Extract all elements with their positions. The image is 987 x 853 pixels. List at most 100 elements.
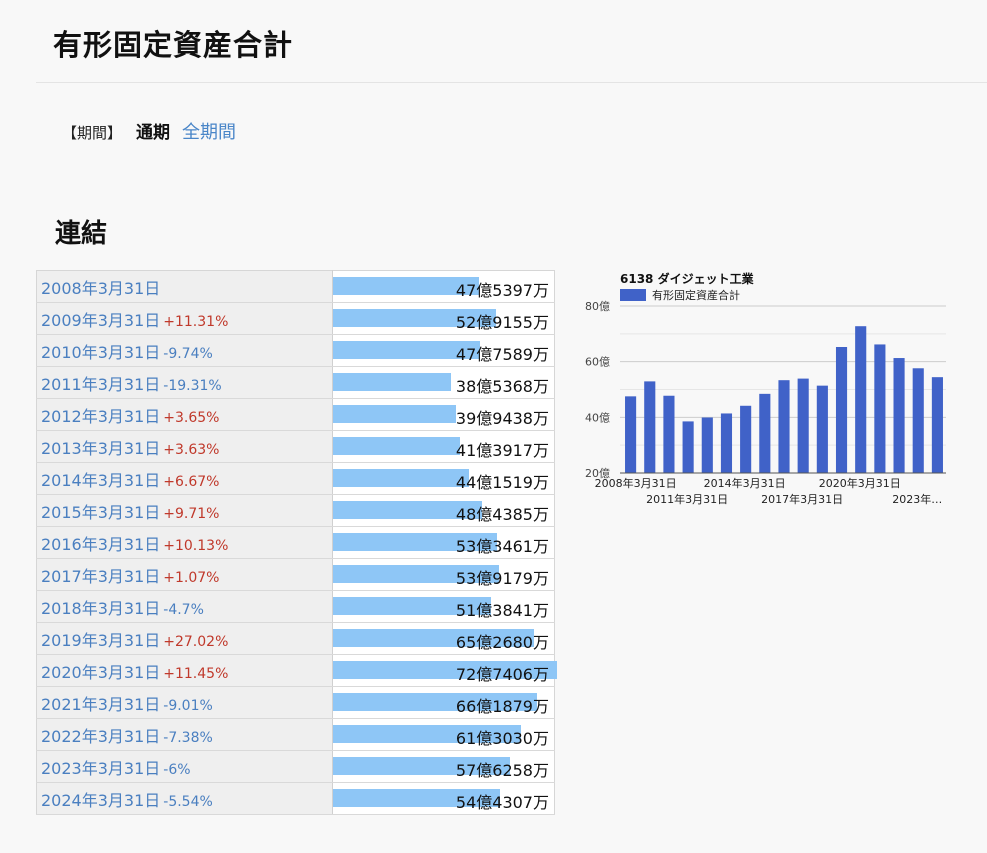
y-tick-label: 80億 <box>585 300 610 313</box>
date-cell: 2011年3月31日 -19.31% <box>36 366 333 399</box>
value-text: 39億9438万 <box>455 409 549 428</box>
date-link[interactable]: 2014年3月31日 <box>41 470 161 490</box>
table-row: 2022年3月31日 -7.38% 61億3030万 <box>36 718 555 751</box>
value-bar <box>332 309 496 327</box>
value-bar <box>332 533 497 551</box>
value-cell: 48億4385万 <box>332 494 555 527</box>
value-text: 38億5368万 <box>455 377 549 396</box>
value-bar <box>332 341 480 359</box>
value-cell: 66億1879万 <box>332 686 555 719</box>
chart-bar <box>912 368 924 473</box>
value-text: 47億5397万 <box>455 281 549 300</box>
change-percent: +10.13% <box>163 537 229 554</box>
chart-bar <box>816 385 828 473</box>
date-cell: 2022年3月31日 -7.38% <box>36 718 333 751</box>
value-text: 65億2680万 <box>455 633 549 652</box>
value-bar <box>332 373 452 391</box>
section-title: 連結 <box>55 219 108 249</box>
value-cell: 57億6258万 <box>332 750 555 783</box>
date-link[interactable]: 2015年3月31日 <box>41 502 161 522</box>
page-title: 有形固定資産合計 <box>53 28 294 62</box>
value-bar <box>332 757 511 775</box>
value-cell: 53億9179万 <box>332 558 555 591</box>
value-text: 51億3841万 <box>455 601 549 620</box>
table-row: 2008年3月31日 47億5397万 <box>36 270 555 303</box>
chart-bar <box>625 396 637 473</box>
table-row: 2016年3月31日 +10.13% 53億3461万 <box>36 526 555 559</box>
value-cell: 52億9155万 <box>332 302 555 335</box>
chart-bar <box>701 417 713 473</box>
date-cell: 2010年3月31日 -9.74% <box>36 334 333 367</box>
value-bar <box>332 597 491 615</box>
date-link[interactable]: 2020年3月31日 <box>41 662 161 682</box>
date-link[interactable]: 2023年3月31日 <box>41 758 161 778</box>
chart-bar <box>759 393 771 473</box>
x-tick-label: 2011年3月31日 <box>646 492 728 506</box>
change-percent: +3.65% <box>163 409 220 426</box>
date-link[interactable]: 2011年3月31日 <box>41 374 161 394</box>
value-text: 52億9155万 <box>455 313 549 332</box>
date-link[interactable]: 2010年3月31日 <box>41 342 161 362</box>
period-option-annual: 通期 <box>136 123 171 143</box>
date-cell: 2008年3月31日 <box>36 270 333 303</box>
date-link[interactable]: 2016年3月31日 <box>41 534 161 554</box>
legend-label: 有形固定資産合計 <box>652 288 740 302</box>
date-cell: 2017年3月31日 +1.07% <box>36 558 333 591</box>
y-tick-label: 40億 <box>585 411 610 424</box>
y-tick-label: 60億 <box>585 356 610 369</box>
date-link[interactable]: 2017年3月31日 <box>41 566 161 586</box>
x-tick-label: 2008年3月31日 <box>595 476 677 490</box>
change-percent: -19.31% <box>163 377 222 394</box>
table-row: 2021年3月31日 -9.01% 66億1879万 <box>36 686 555 719</box>
date-cell: 2015年3月31日 +9.71% <box>36 494 333 527</box>
table-row: 2020年3月31日 +11.45% 72億7406万 <box>36 654 557 687</box>
change-percent: -7.38% <box>163 729 213 746</box>
x-tick-label: 2014年3月31日 <box>704 476 786 490</box>
table-row: 2010年3月31日 -9.74% 47億7589万 <box>36 334 555 367</box>
change-percent: -4.7% <box>163 601 204 618</box>
value-bar <box>332 629 534 647</box>
value-cell: 51億3841万 <box>332 590 555 623</box>
table-row: 2009年3月31日 +11.31% 52億9155万 <box>36 302 555 335</box>
value-cell: 39億9438万 <box>332 398 555 431</box>
period-label: 【期間】 <box>62 124 123 142</box>
date-link[interactable]: 2019年3月31日 <box>41 630 161 650</box>
date-link[interactable]: 2022年3月31日 <box>41 726 161 746</box>
period-option-all-link[interactable]: 全期間 <box>182 122 237 143</box>
date-link[interactable]: 2024年3月31日 <box>41 790 161 810</box>
x-tick-label: 2020年3月31日 <box>819 476 901 490</box>
chart-bar <box>835 347 848 473</box>
value-cell: 47億5397万 <box>332 270 555 303</box>
value-bar <box>332 725 522 743</box>
table-row: 2013年3月31日 +3.63% 41億3917万 <box>36 430 555 463</box>
chart-bar <box>644 381 656 473</box>
chart-bar <box>797 378 809 473</box>
table-row: 2018年3月31日 -4.7% 51億3841万 <box>36 590 555 623</box>
date-link[interactable]: 2018年3月31日 <box>41 598 161 618</box>
date-link[interactable]: 2021年3月31日 <box>41 694 161 714</box>
chart-bar <box>720 413 733 473</box>
date-link[interactable]: 2009年3月31日 <box>41 310 161 330</box>
chart-bar <box>874 344 886 473</box>
date-cell: 2020年3月31日 +11.45% <box>36 654 333 687</box>
date-cell: 2012年3月31日 +3.65% <box>36 398 333 431</box>
chart-bar <box>663 395 675 473</box>
value-bar <box>332 469 469 487</box>
date-link[interactable]: 2008年3月31日 <box>41 278 161 298</box>
date-cell: 2019年3月31日 +27.02% <box>36 622 333 655</box>
chart-bar <box>931 377 943 473</box>
chart-bar <box>855 326 867 473</box>
table-row: 2012年3月31日 +3.65% 39億9438万 <box>36 398 555 431</box>
value-bar <box>332 437 461 455</box>
chart-bar <box>778 380 790 473</box>
date-cell: 2009年3月31日 +11.31% <box>36 302 333 335</box>
value-cell: 41億3917万 <box>332 430 555 463</box>
date-link[interactable]: 2013年3月31日 <box>41 438 161 458</box>
value-bar <box>332 277 480 295</box>
date-link[interactable]: 2012年3月31日 <box>41 406 161 426</box>
table-row: 2024年3月31日 -5.54% 54億4307万 <box>36 782 555 815</box>
value-bar <box>332 789 501 807</box>
change-percent: +11.45% <box>163 665 229 682</box>
y-tick-label: 20億 <box>585 467 610 480</box>
